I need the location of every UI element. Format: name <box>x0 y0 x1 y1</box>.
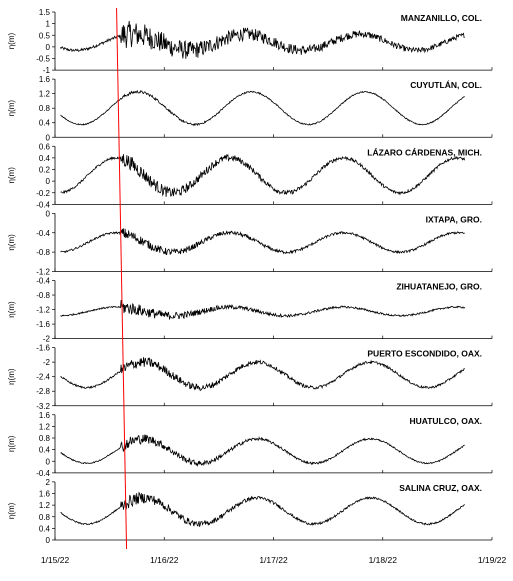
y-tick-label: -1.6 <box>36 344 50 353</box>
station-name: IXTAPA, GRO. <box>426 214 482 224</box>
y-tick-label: 0 <box>46 133 51 142</box>
station-name: CUYUTLÁN, COL. <box>410 80 482 90</box>
series-line <box>60 153 466 197</box>
y-tick-label: 0.8 <box>39 104 51 113</box>
station-name: LÁZARO CÁRDENAS, MICH. <box>367 147 482 157</box>
y-axis-label: η(m) <box>7 167 16 184</box>
series-line <box>60 491 465 527</box>
panel-4: 0 -0.4 -0.8 -1.2 η(m) IXTAPA, GRO. <box>7 209 493 277</box>
y-axis-label: η(m) <box>7 368 16 385</box>
y-tick-label: 0 <box>46 177 51 186</box>
station-name: ZIHUATANEJO, GRO. <box>396 282 482 292</box>
series-line <box>60 228 465 256</box>
y-tick-label: -2.8 <box>36 387 50 396</box>
y-tick-label: 1 <box>46 20 51 29</box>
y-tick-label: 0.8 <box>39 513 51 522</box>
panel-2: 1.6 1.2 0.8 0.4 0 η(m) CUYUTLÁN, COL. <box>7 75 493 142</box>
y-tick-label: -0.4 <box>36 229 50 238</box>
y-tick-label: 1.2 <box>39 422 51 431</box>
y-tick-label: -0.4 <box>36 200 50 209</box>
panel-5: -0.4 -0.8 -1.2 -1.6 -2 η(m) ZIHUATANEJO, GRO. <box>7 277 493 344</box>
station-name: PUERTO ESCONDIDO, OAX. <box>367 349 482 359</box>
x-tick-label: 1/15/22 <box>41 555 70 565</box>
panel-1: 1.5 1 0.5 0 -0.5 -1 η(m) MANZANILLO, COL. <box>7 8 493 75</box>
y-tick-label: -3.2 <box>36 402 50 411</box>
y-tick-label: 0.5 <box>39 31 51 40</box>
y-tick-label: -2.4 <box>36 373 50 382</box>
station-name: SALINA CRUZ, OAX. <box>399 483 482 493</box>
y-tick-label: 1.5 <box>39 8 51 17</box>
x-tick-label: 1/17/22 <box>259 555 288 565</box>
y-tick-label: 1.2 <box>39 90 51 99</box>
y-tick-label: -0.4 <box>36 277 50 286</box>
y-axis-label: η(m) <box>7 100 16 117</box>
y-tick-label: 0.8 <box>39 434 51 443</box>
y-axis-label: η(m) <box>7 502 16 519</box>
y-tick-label: -0.2 <box>36 189 50 198</box>
y-tick-label: 1.6 <box>39 75 51 84</box>
y-axis-label: η(m) <box>7 33 16 50</box>
event-marker-line <box>116 7 128 550</box>
x-axis: 1/15/22 1/16/22 1/17/22 1/18/22 1/19/22 <box>41 555 507 565</box>
y-tick-label: -1.2 <box>36 268 50 277</box>
y-tick-label: -2 <box>43 358 51 367</box>
y-tick-label: 0 <box>46 536 51 545</box>
x-tick-label: 1/18/22 <box>369 555 398 565</box>
panel-8: 2 1.6 1.2 0.8 0.4 0 η(m) SALINA CRUZ, OAX. <box>7 478 493 545</box>
y-tick-label: 0.2 <box>39 166 51 175</box>
y-tick-label: 2 <box>46 478 51 487</box>
y-tick-label: 0 <box>46 209 51 218</box>
y-axis-label: η(m) <box>7 234 16 251</box>
y-axis-label: η(m) <box>7 301 16 318</box>
series-line <box>60 20 465 59</box>
y-tick-label: -1 <box>43 66 51 75</box>
y-tick-label: 0.6 <box>39 142 51 151</box>
station-name: MANZANILLO, COL. <box>401 13 482 23</box>
panel-6: -1.6 -2 -2.4 -2.8 -3.2 η(m) PUERTO ESCONDIDO, … <box>7 344 493 411</box>
series-line <box>60 299 466 320</box>
y-tick-label: 0.4 <box>39 446 51 455</box>
y-tick-label: 1.2 <box>39 501 51 510</box>
y-tick-label: 0 <box>46 43 51 52</box>
y-tick-label: 1.6 <box>39 411 51 420</box>
y-tick-label: -0.8 <box>36 291 50 300</box>
y-tick-label: -0.8 <box>36 248 50 257</box>
series-line <box>60 434 465 467</box>
y-tick-label: 0.4 <box>39 524 51 533</box>
y-tick-label: 0.4 <box>39 154 51 163</box>
series-line <box>60 90 465 127</box>
y-tick-label: -2 <box>43 335 51 344</box>
y-axis-label: η(m) <box>7 435 16 452</box>
y-tick-label: 1.6 <box>39 490 51 499</box>
series-line <box>60 356 465 392</box>
panel-3: 0.6 0.4 0.2 0 -0.2 -0.4 η(m) LÁZARO CÁRDENAS, M… <box>7 142 493 209</box>
y-tick-label: 0 <box>46 457 51 466</box>
y-tick-label: -0.4 <box>36 469 50 478</box>
y-tick-label: -1.6 <box>36 320 50 329</box>
x-tick-label: 1/19/22 <box>478 555 507 565</box>
y-tick-label: 0.4 <box>39 119 51 128</box>
y-tick-label: -1.2 <box>36 306 50 315</box>
y-tick-label: -0.5 <box>36 55 50 64</box>
panel-7: 1.6 1.2 0.8 0.4 0 -0.4 η(m) HUATULCO, OAX. <box>7 411 493 478</box>
panels: 1.5 1 0.5 0 -0.5 -1 η(m) MANZANILLO, COL. 1.6 1.2… <box>7 8 493 545</box>
station-name: HUATULCO, OAX. <box>409 416 482 426</box>
x-tick-label: 1/16/22 <box>150 555 179 565</box>
